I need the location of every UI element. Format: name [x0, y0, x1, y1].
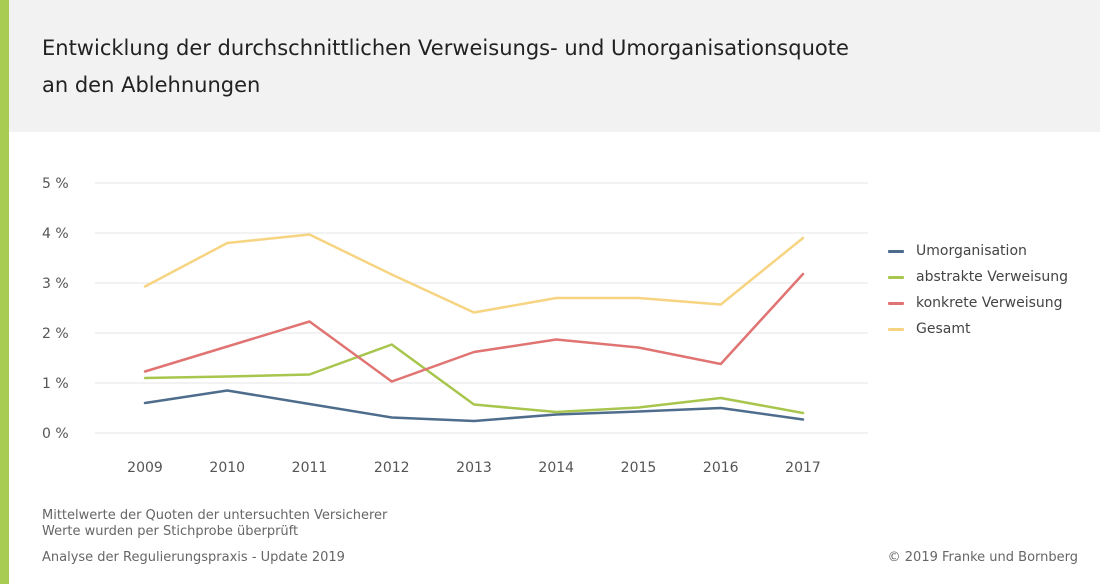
x-tick-label: 2011	[292, 460, 328, 476]
y-tick-label: 3 %	[42, 276, 69, 292]
legend-item: abstrakte Verweisung	[888, 264, 1068, 290]
y-tick-label: 0 %	[42, 426, 69, 442]
y-tick-label: 2 %	[42, 326, 69, 342]
series-line-abstrakte-verweisung	[143, 343, 805, 415]
chart-title-line-2: an den Ablehnungen	[42, 73, 261, 97]
legend-swatch	[888, 327, 904, 331]
line-chart: 0 % 1 % 2 % 3 % 4 % 5 % 2009 2010 2011 2012 2013 20…	[42, 176, 868, 476]
x-tick-label: 2010	[209, 460, 245, 476]
x-tick-label: 2015	[621, 460, 657, 476]
chart-header	[9, 0, 1100, 132]
footer-note-means: Mittelwerte der Quoten der untersuchten …	[42, 508, 388, 523]
legend-label: Gesamt	[916, 321, 971, 337]
accent-bar	[0, 0, 9, 584]
legend-item: Umorganisation	[888, 238, 1068, 264]
legend-swatch	[888, 249, 904, 253]
legend-item: konkrete Verweisung	[888, 290, 1068, 316]
series-line-gesamt	[143, 233, 805, 314]
legend-swatch	[888, 301, 904, 305]
footer-source: Analyse der Regulierungspraxis - Update …	[42, 550, 345, 565]
x-tick-label: 2017	[785, 460, 821, 476]
y-tick-label: 5 %	[42, 176, 69, 192]
x-tick-label: 2014	[538, 460, 574, 476]
chart-legend: Umorganisation abstrakte Verweisung konkre…	[888, 238, 1068, 342]
series-line-umorganisation	[143, 389, 805, 423]
x-tick-label: 2013	[456, 460, 492, 476]
x-tick-label: 2009	[127, 460, 163, 476]
footer-notes: Mittelwerte der Quoten der untersuchten …	[42, 508, 387, 540]
legend-label: Umorganisation	[916, 243, 1027, 259]
legend-label: konkrete Verweisung	[916, 295, 1063, 311]
chart-title-line-1: Entwicklung der durchschnittlichen Verwe…	[42, 36, 849, 60]
chart-title: Entwicklung der durchschnittlichen Verwe…	[42, 30, 1042, 104]
footer-note-sample: Werte wurden per Stichprobe überprüft	[42, 524, 299, 539]
legend-swatch	[888, 275, 904, 279]
legend-item: Gesamt	[888, 316, 1068, 342]
y-tick-label: 1 %	[42, 376, 69, 392]
footer-copyright: © 2019 Franke und Bornberg	[887, 550, 1078, 565]
legend-label: abstrakte Verweisung	[916, 269, 1068, 285]
x-tick-label: 2012	[374, 460, 410, 476]
y-tick-label: 4 %	[42, 226, 69, 242]
series-line-konkrete-verweisung	[143, 272, 805, 383]
x-tick-label: 2016	[703, 460, 739, 476]
